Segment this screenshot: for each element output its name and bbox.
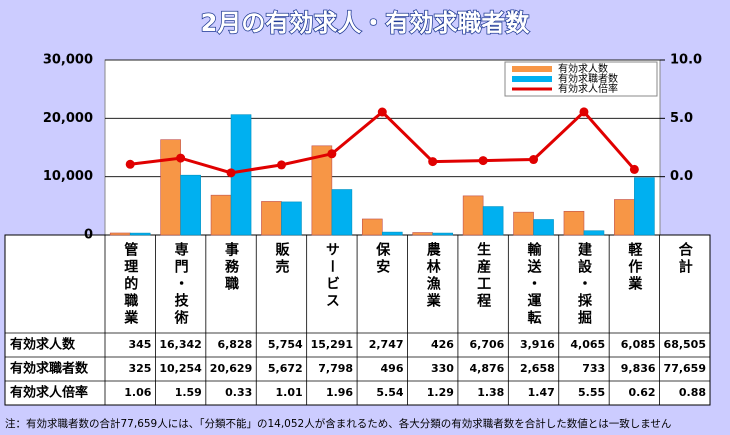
table-cell: 5,672	[268, 362, 303, 375]
table-cell: 345	[128, 338, 151, 351]
table-cell: 1.38	[477, 386, 504, 399]
table-cell: 4,065	[570, 338, 605, 351]
table-cell: 5.55	[578, 386, 605, 399]
x-tick-label: 農林漁業	[425, 241, 442, 310]
bar	[210, 194, 232, 236]
x-tick-label: 保安	[374, 241, 391, 276]
line-point	[327, 149, 337, 159]
x-tick-label: 販売	[273, 241, 289, 276]
table-cell: 2,658	[520, 362, 555, 375]
table-cell: 1.59	[175, 386, 202, 399]
x-tick-label: 生産工程	[475, 241, 491, 310]
line-point	[377, 107, 387, 117]
bar	[563, 210, 585, 236]
y-tick-label: 20,000	[43, 111, 93, 126]
table-cell: 4,876	[470, 362, 505, 375]
legend-label: 有効求職者数	[558, 72, 618, 85]
table-row-label: 有効求人倍率	[10, 385, 88, 401]
table-cell: 733	[582, 362, 605, 375]
table-cell: 1.06	[124, 386, 151, 399]
x-tick-label: 建設・採掘	[576, 241, 592, 327]
table-cell: 68,505	[664, 338, 706, 351]
y-tick-label: 30,000	[43, 53, 93, 68]
table-cell: 77,659	[664, 362, 706, 375]
line-point	[276, 160, 286, 170]
table-cell: 6,706	[470, 338, 505, 351]
x-tick-label: 管理的職業	[122, 241, 139, 327]
table-cell: 1.01	[276, 386, 303, 399]
bar	[432, 232, 454, 236]
line-point	[226, 168, 236, 178]
table-cell: 6,085	[621, 338, 656, 351]
line-point	[176, 153, 186, 163]
y2-tick-label: 10.0	[670, 53, 702, 68]
x-tick-label: サービス	[324, 242, 340, 310]
line-point	[629, 164, 639, 174]
bar	[129, 232, 151, 236]
table-cell: 6,828	[217, 338, 252, 351]
y2-tick-label: 5.0	[670, 111, 693, 126]
y-tick-label: 10,000	[43, 169, 93, 184]
bar	[381, 231, 403, 236]
table-cell: 16,342	[159, 338, 201, 351]
table-cell: 1.96	[326, 386, 353, 399]
y-tick-label: 0	[84, 228, 93, 243]
legend-swatch	[512, 66, 552, 72]
table-cell: 15,291	[311, 338, 353, 351]
table-cell: 3,916	[520, 338, 555, 351]
table-cell: 1.47	[528, 386, 555, 399]
x-tick-label: 専門・技術	[173, 241, 190, 327]
bar	[180, 174, 201, 236]
table-cell: 5.54	[376, 386, 403, 399]
legend-label: 有効求人倍率	[558, 82, 618, 95]
bar	[281, 201, 302, 236]
bar	[361, 218, 383, 236]
bar	[462, 195, 484, 236]
table-cell: 0.62	[628, 386, 655, 399]
line-point	[428, 157, 438, 167]
table-cell: 5,754	[268, 338, 303, 351]
x-tick-label: 輸送・運転	[526, 241, 543, 327]
bar	[261, 201, 282, 236]
bar	[533, 219, 554, 236]
table-cell: 20,629	[210, 362, 252, 375]
bar	[331, 189, 353, 236]
table-cell: 426	[431, 338, 454, 351]
table-cell: 0.88	[679, 386, 706, 399]
table-cell: 2,747	[369, 338, 404, 351]
table-cell: 0.33	[225, 386, 252, 399]
bar	[109, 232, 131, 236]
table-cell: 496	[381, 362, 404, 375]
x-tick-label: 事務職	[223, 241, 239, 293]
bar	[311, 145, 333, 236]
line-point	[579, 107, 589, 117]
bar	[634, 177, 655, 236]
legend-swatch	[512, 76, 552, 82]
x-tick-label: 合計	[677, 241, 693, 276]
bar	[160, 139, 181, 236]
y2-tick-label: 0.0	[670, 169, 693, 184]
bar	[513, 211, 534, 236]
bar	[614, 199, 635, 236]
table-cell: 7,798	[318, 362, 353, 375]
table-row-label: 有効求職者数	[10, 361, 89, 377]
line-point	[125, 159, 135, 169]
bar	[412, 232, 434, 236]
table-row-label: 有効求人数	[10, 337, 76, 353]
line-point	[529, 155, 539, 165]
bar	[482, 206, 504, 236]
legend-label: 有効求人数	[558, 62, 608, 75]
table-cell: 9,836	[621, 362, 656, 375]
x-tick-label: 軽作業	[626, 241, 643, 293]
table-cell: 330	[431, 362, 454, 375]
table-cell: 10,254	[159, 362, 202, 375]
table-cell: 325	[128, 362, 151, 375]
line-point	[478, 156, 488, 166]
data-table	[4, 234, 711, 406]
bar	[583, 230, 605, 236]
footnote: 注：有効求職者数の合計77,659人には、「分類不能」の14,052人が含まれる…	[5, 417, 671, 430]
table-cell: 1.29	[427, 386, 454, 399]
chart-title: 2月の有効求人・有効求職者数	[201, 9, 531, 37]
